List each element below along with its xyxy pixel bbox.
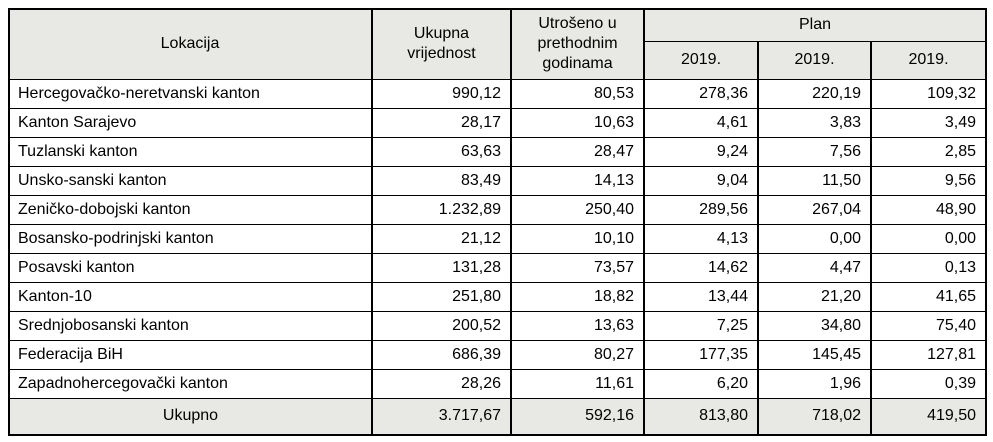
row-lokacija: Kanton Sarajevo xyxy=(8,107,373,138)
row-value: 0,39 xyxy=(869,368,988,399)
header-utroseno: Utrošeno u prethodnim godinama xyxy=(510,8,645,80)
row-value: 10,10 xyxy=(510,223,645,254)
row-value: 14,13 xyxy=(510,165,645,196)
row-value: 109,32 xyxy=(869,78,988,109)
total-plan-2: 718,02 xyxy=(757,397,872,436)
row-value: 267,04 xyxy=(757,194,872,225)
table-body: Hercegovačko-neretvanski kanton 990,12 80,… xyxy=(8,78,988,399)
row-value: 41,65 xyxy=(869,281,988,312)
row-lokacija: Tuzlanski kanton xyxy=(8,136,373,167)
total-utroseno: 592,16 xyxy=(510,397,645,436)
table-row: Posavski kanton 131,28 73,57 14,62 4,47 0,13 xyxy=(8,252,988,283)
row-value: 28,17 xyxy=(371,107,512,138)
row-value: 3,83 xyxy=(757,107,872,138)
row-value: 127,81 xyxy=(869,339,988,370)
header-plan: Plan xyxy=(642,8,988,42)
row-value: 0,00 xyxy=(757,223,872,254)
row-value: 1,96 xyxy=(757,368,872,399)
row-value: 80,53 xyxy=(510,78,645,109)
table-row: Srednjobosanski kanton 200,52 13,63 7,25 34,… xyxy=(8,310,988,341)
table-row: Hercegovačko-neretvanski kanton 990,12 80,… xyxy=(8,78,988,109)
row-value: 200,52 xyxy=(371,310,512,341)
row-value: 278,36 xyxy=(643,78,759,109)
row-value: 10,63 xyxy=(510,107,645,138)
row-value: 18,82 xyxy=(510,281,645,312)
row-value: 9,24 xyxy=(643,136,759,167)
table-row: Zeničko-dobojski kanton 1.232,89 250,40 289… xyxy=(8,194,988,225)
row-value: 83,49 xyxy=(371,165,512,196)
row-value: 13,44 xyxy=(643,281,759,312)
row-value: 48,90 xyxy=(869,194,988,225)
row-value: 990,12 xyxy=(371,78,512,109)
header-row-years: 2019. 2019. 2019. xyxy=(9,40,988,80)
header-ukupna-vrijednost: Ukupna vrijednost xyxy=(371,8,512,80)
row-value: 0,13 xyxy=(869,252,988,283)
row-value: 21,12 xyxy=(371,223,512,254)
table-row: Tuzlanski kanton 63,63 28,47 9,24 7,56 2,85 xyxy=(8,136,988,167)
table-row: Unsko-sanski kanton 83,49 14,13 9,04 11,50 9,… xyxy=(8,165,988,196)
row-value: 75,40 xyxy=(869,310,988,341)
row-lokacija: Hercegovačko-neretvanski kanton xyxy=(8,78,373,109)
header-plan-year-3: 2019. xyxy=(869,40,988,80)
row-value: 4,47 xyxy=(757,252,872,283)
table-row: Bosansko-podrinjski kanton 21,12 10,10 4,13… xyxy=(8,223,988,254)
row-value: 145,45 xyxy=(757,339,872,370)
row-lokacija: Posavski kanton xyxy=(8,252,373,283)
row-lokacija: Bosansko-podrinjski kanton xyxy=(8,223,373,254)
row-value: 9,04 xyxy=(643,165,759,196)
row-value: 28,47 xyxy=(510,136,645,167)
row-lokacija: Srednjobosanski kanton xyxy=(8,310,373,341)
row-value: 73,57 xyxy=(510,252,645,283)
row-value: 131,28 xyxy=(371,252,512,283)
row-value: 6,20 xyxy=(643,368,759,399)
header-plan-year-2: 2019. xyxy=(757,40,872,80)
row-value: 9,56 xyxy=(869,165,988,196)
row-value: 7,56 xyxy=(757,136,872,167)
row-value: 28,26 xyxy=(371,368,512,399)
row-value: 13,63 xyxy=(510,310,645,341)
total-row: Ukupno 3.717,67 592,16 813,80 718,02 419… xyxy=(8,397,988,436)
table-row: Federacija BiH 686,39 80,27 177,35 145,45 127… xyxy=(8,339,988,370)
row-value: 177,35 xyxy=(643,339,759,370)
row-value: 0,00 xyxy=(869,223,988,254)
table-footer: Ukupno 3.717,67 592,16 813,80 718,02 419… xyxy=(8,397,988,436)
row-value: 3,49 xyxy=(869,107,988,138)
table-row: Kanton-10 251,80 18,82 13,44 21,20 41,65 xyxy=(8,281,988,312)
table-row: Kanton Sarajevo 28,17 10,63 4,61 3,83 3,49 xyxy=(8,107,988,138)
total-plan-1: 813,80 xyxy=(643,397,759,436)
row-value: 220,19 xyxy=(757,78,872,109)
total-plan-3: 419,50 xyxy=(869,397,988,436)
row-value: 11,50 xyxy=(757,165,872,196)
row-lokacija: Federacija BiH xyxy=(8,339,373,370)
row-lokacija: Zapadnohercegovački kanton xyxy=(8,368,373,399)
row-value: 34,80 xyxy=(757,310,872,341)
row-value: 289,56 xyxy=(643,194,759,225)
row-value: 1.232,89 xyxy=(371,194,512,225)
row-lokacija: Zeničko-dobojski kanton xyxy=(8,194,373,225)
header-plan-year-1: 2019. xyxy=(643,40,759,80)
row-value: 80,27 xyxy=(510,339,645,370)
table-row: Zapadnohercegovački kanton 28,26 11,61 6,20… xyxy=(8,368,988,399)
row-value: 2,85 xyxy=(869,136,988,167)
row-value: 251,80 xyxy=(371,281,512,312)
table-header: Lokacija Ukupna vrijednost Utrošeno u pr… xyxy=(8,8,988,80)
header-lokacija: Lokacija xyxy=(8,8,373,80)
row-value: 4,61 xyxy=(643,107,759,138)
row-lokacija: Unsko-sanski kanton xyxy=(8,165,373,196)
row-lokacija: Kanton-10 xyxy=(8,281,373,312)
row-value: 14,62 xyxy=(643,252,759,283)
row-value: 21,20 xyxy=(757,281,872,312)
row-value: 250,40 xyxy=(510,194,645,225)
total-ukupna-vrijednost: 3.717,67 xyxy=(371,397,512,436)
total-label: Ukupno xyxy=(8,397,373,436)
row-value: 11,61 xyxy=(510,368,645,399)
row-value: 4,13 xyxy=(643,223,759,254)
row-value: 7,25 xyxy=(643,310,759,341)
plan-table: Lokacija Ukupna vrijednost Utrošeno u pr… xyxy=(8,8,988,436)
header-row-top: Lokacija Ukupna vrijednost Utrošeno u pr… xyxy=(8,8,988,80)
row-value: 686,39 xyxy=(371,339,512,370)
row-value: 63,63 xyxy=(371,136,512,167)
